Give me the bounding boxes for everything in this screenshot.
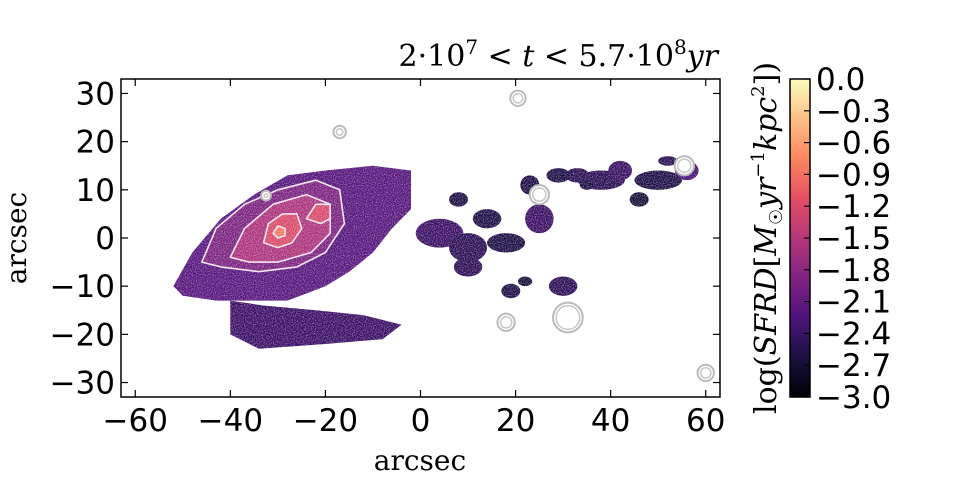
emission-patch: [546, 168, 571, 183]
emission-patch: [634, 170, 682, 190]
colorbar-tick-label: −1.2: [816, 189, 891, 225]
x-tick-label: −60: [103, 403, 168, 439]
masked-source-inner-ring: [531, 187, 547, 202]
emission-patch: [415, 218, 464, 248]
colorbar-tick-label: −3.0: [816, 380, 891, 416]
contour-line: [272, 225, 286, 239]
y-tick-label: 0: [95, 221, 115, 257]
colorbar-tick-label: −2.7: [816, 348, 891, 384]
masked-source-inner-ring: [335, 127, 344, 137]
y-tick-label: −30: [50, 366, 115, 402]
chart-title: 2·107 < t < 5.7·108yr: [399, 35, 720, 74]
emission-patch: [579, 180, 595, 190]
emission-patch: [472, 209, 502, 229]
masked-source-ring: [552, 301, 584, 334]
masked-source-ring: [260, 189, 272, 202]
emission-patch: [565, 168, 590, 183]
masked-sources: [260, 89, 715, 383]
x-tick-label: 60: [686, 403, 725, 439]
colorbar-tick-label: −2.1: [816, 285, 891, 321]
x-axis-label: arcsec: [374, 444, 466, 477]
emission-patch: [629, 192, 649, 207]
body-lower-extension: [230, 300, 402, 349]
emission-patch: [449, 192, 469, 207]
y-tick-label: 30: [76, 76, 115, 112]
y-tick-label: 10: [76, 173, 115, 209]
body-bright-region: [306, 204, 331, 224]
emission-patch: [449, 233, 488, 263]
emission-patch: [548, 276, 578, 296]
emission-patch: [608, 160, 633, 181]
masked-source-inner-ring: [499, 315, 513, 329]
emission-patch: [453, 257, 483, 277]
colorbar-tick-label: −1.8: [816, 253, 891, 289]
masked-source-inner-ring: [676, 158, 692, 174]
colorbar-tick-label: −1.5: [816, 221, 891, 257]
emission-patch: [487, 233, 526, 253]
colorbar-label: log(SFRD[M☉yr−1kpc2]): [748, 62, 787, 414]
colorbar-tick-label: 0.0: [816, 62, 865, 98]
emission-patch: [501, 283, 521, 299]
x-tick-label: 0: [411, 403, 431, 439]
plot-area: −60 −40 −20 0 20 40 60 30 20 10 0 −10 −20 −30: [50, 76, 726, 439]
colorbar-tick-label: −0.6: [816, 126, 891, 162]
emission-patch: [658, 156, 678, 166]
x-tick-label: −20: [293, 403, 358, 439]
contour-lines: [201, 179, 346, 273]
colorbar-ticks: 0.0−0.3−0.6−0.9−1.2−1.5−1.8−2.1−2.4−2.7−…: [804, 62, 891, 416]
emission-patch: [517, 276, 533, 287]
colorbar-tick-label: −0.3: [816, 94, 891, 130]
y-axis-ticks: 30 20 10 0 −10 −20 −30: [50, 76, 720, 402]
x-tick-label: −40: [198, 403, 263, 439]
masked-source-inner-ring: [263, 192, 269, 199]
masked-source-inner-ring: [555, 304, 581, 331]
x-tick-label: 40: [591, 403, 630, 439]
y-tick-label: 20: [76, 125, 115, 161]
contour-line: [262, 213, 303, 249]
masked-source-inner-ring: [512, 92, 524, 104]
colorbar-tick-label: −2.4: [816, 316, 891, 352]
x-tick-label: 20: [496, 403, 535, 439]
masked-source-ring: [332, 124, 347, 140]
emission-patch: [525, 204, 554, 234]
y-tick-label: −20: [50, 317, 115, 353]
x-axis-ticks: −60 −40 −20 0 20 40 60: [103, 79, 725, 439]
contour-line: [305, 203, 332, 225]
masked-source-inner-ring: [699, 366, 712, 379]
colorbar: 0.0−0.3−0.6−0.9−1.2−1.5−1.8−2.1−2.4−2.7−…: [748, 62, 891, 416]
y-tick-label: −10: [50, 269, 115, 305]
y-axis-label: arcsec: [0, 192, 33, 284]
colorbar-tick-label: −0.9: [816, 157, 891, 193]
contour-line: [201, 179, 346, 273]
